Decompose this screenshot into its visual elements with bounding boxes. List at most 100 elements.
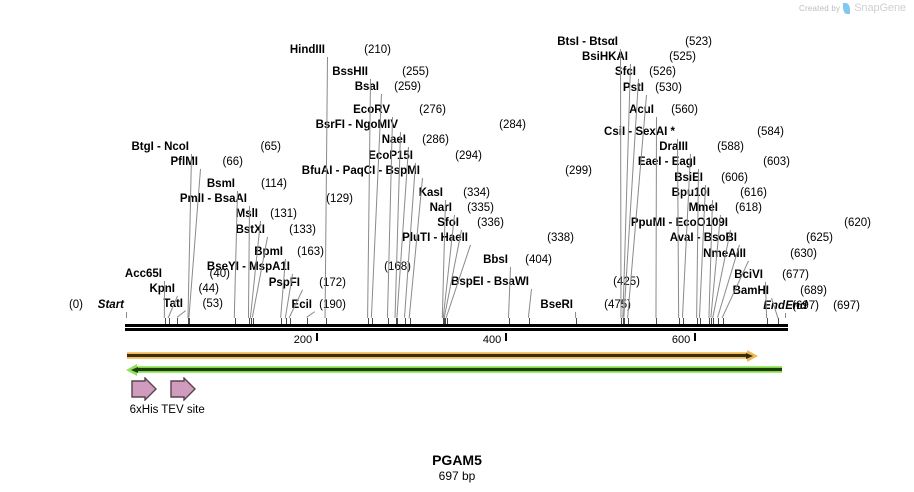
restriction-site-tick — [281, 318, 283, 326]
enzyme-name: BfuAI - PaqCI - BspMI — [301, 165, 420, 177]
enzyme-label[interactable]: Acc65I — [125, 268, 162, 280]
orange-feature-arrow[interactable] — [127, 352, 747, 359]
enzyme-label[interactable]: BstXI — [236, 224, 265, 236]
enzyme-position: (404) — [525, 254, 552, 266]
enzyme-position: (588) — [717, 141, 744, 153]
enzyme-label[interactable]: BseRI — [540, 299, 573, 311]
enzyme-position: (523) — [685, 36, 712, 48]
enzyme-position: (286) — [422, 134, 449, 146]
enzyme-name: BsmI — [206, 178, 235, 190]
restriction-site-tick — [289, 318, 291, 326]
snapgene-leaf-icon — [843, 2, 851, 14]
enzyme-name: MslI — [235, 208, 258, 220]
enzyme-label[interactable]: PflMI — [171, 156, 198, 168]
connector-line — [233, 190, 238, 318]
sequence-marker-label: Start — [97, 299, 124, 311]
enzyme-label[interactable]: KasI — [419, 187, 443, 199]
enzyme-label[interactable]: BsiHKAI — [582, 51, 628, 63]
enzyme-position: (630) — [790, 248, 817, 260]
restriction-site-tick — [397, 318, 399, 326]
enzyme-label[interactable]: BpmI — [254, 246, 283, 258]
restriction-site-tick — [709, 318, 711, 326]
enzyme-position: (560) — [671, 104, 698, 116]
backbone-strand-bottom — [125, 328, 788, 331]
enzyme-label[interactable]: NarI — [430, 202, 452, 214]
connector-line — [176, 310, 186, 318]
green-feature-arrowhead-core — [131, 366, 138, 373]
enzyme-label[interactable]: DraIII — [659, 141, 688, 153]
restriction-site-tick — [442, 318, 444, 326]
enzyme-label[interactable]: MslI — [236, 208, 258, 220]
restriction-site-tick — [699, 318, 701, 326]
enzyme-name: DraIII — [659, 141, 688, 153]
snapgene-watermark: Created by SnapGene — [799, 2, 906, 14]
enzyme-name: BsaI — [354, 81, 379, 93]
enzyme-label[interactable]: CsiI - SexAI * — [604, 126, 675, 138]
tag-label: 6xHis — [129, 404, 159, 416]
enzyme-label[interactable]: PstI — [623, 82, 644, 94]
enzyme-label[interactable]: EaeI - EagI — [638, 156, 696, 168]
enzyme-position: (172) — [319, 277, 346, 289]
enzyme-label[interactable]: SfcI — [615, 66, 636, 78]
ruler-tick-label: 400 — [482, 334, 502, 346]
tag-label: TEV site — [161, 404, 205, 416]
sequence-marker-label: End — [785, 300, 807, 312]
tag-arrow[interactable] — [131, 377, 157, 401]
restriction-site-tick — [576, 318, 578, 326]
restriction-site-tick — [446, 318, 448, 326]
enzyme-name: BssHII — [332, 66, 368, 78]
enzyme-label[interactable]: HindIII — [290, 44, 325, 56]
enzyme-position: (616) — [740, 187, 767, 199]
enzyme-position: (114) — [261, 178, 287, 190]
enzyme-position: (276) — [419, 104, 446, 116]
tag-arrow[interactable] — [170, 377, 196, 401]
restriction-site-tick — [164, 318, 166, 326]
connector-line — [527, 288, 532, 318]
enzyme-label[interactable]: Bpu10I — [672, 187, 710, 199]
enzyme-label[interactable]: NaeI — [382, 134, 406, 146]
restriction-site-tick — [252, 318, 254, 326]
enzyme-position: (40) — [209, 268, 230, 280]
enzyme-label[interactable]: AcuI — [629, 104, 654, 116]
enzyme-position: (603) — [763, 156, 790, 168]
enzyme-position: (689) — [800, 285, 827, 297]
enzyme-label[interactable]: KpnI — [149, 283, 175, 295]
backbone-strand-top — [125, 324, 788, 327]
watermark-prefix: Created by — [799, 3, 841, 13]
enzyme-label[interactable]: BamHI — [733, 285, 769, 297]
restriction-site-tick — [177, 318, 179, 326]
enzyme-name: BtsI - BtsαI — [557, 36, 618, 48]
restriction-site-tick — [713, 318, 715, 326]
enzyme-label[interactable]: PpuMI - EcoO109I — [631, 217, 728, 229]
restriction-site-tick — [306, 318, 308, 326]
restriction-site-tick — [621, 318, 623, 326]
connector-line — [386, 116, 393, 318]
enzyme-label[interactable]: EcoRV — [353, 104, 390, 116]
enzyme-name: PstI — [622, 82, 644, 94]
enzyme-name: BtgI - NcoI — [131, 141, 190, 153]
sequence-marker: End — [785, 300, 807, 312]
enzyme-label[interactable]: BsrFI - NgoMIV — [316, 119, 398, 131]
enzyme-label[interactable]: BbsI — [483, 254, 508, 266]
enzyme-label[interactable]: BsaI — [355, 81, 379, 93]
enzyme-position: (338) — [547, 232, 574, 244]
enzyme-position: (255) — [402, 66, 429, 78]
enzyme-name: BsrFI - NgoMIV — [315, 119, 398, 131]
enzyme-label[interactable]: BspEI - BsaWI — [451, 276, 529, 288]
restriction-site-tick — [656, 318, 658, 326]
enzyme-position: (284) — [499, 119, 526, 131]
green-feature-arrow[interactable] — [137, 366, 782, 373]
enzyme-label[interactable]: BtsI - BtsαI — [557, 36, 618, 48]
enzyme-label[interactable]: BssHII — [332, 66, 368, 78]
enzyme-label[interactable]: BfuAI - PaqCI - BspMI — [302, 165, 420, 177]
ruler-tick-label: 600 — [671, 334, 691, 346]
restriction-site-tick — [285, 318, 287, 326]
enzyme-name: BsiHKAI — [581, 51, 628, 63]
enzyme-label[interactable]: BsmI — [207, 178, 235, 190]
enzyme-name: EaeI - EagI — [637, 156, 696, 168]
enzyme-label[interactable]: SfoI — [437, 217, 459, 229]
enzyme-label[interactable]: BtgI - NcoI — [132, 141, 190, 153]
enzyme-label[interactable]: PspFI — [269, 277, 300, 289]
restriction-site-tick — [623, 318, 625, 326]
